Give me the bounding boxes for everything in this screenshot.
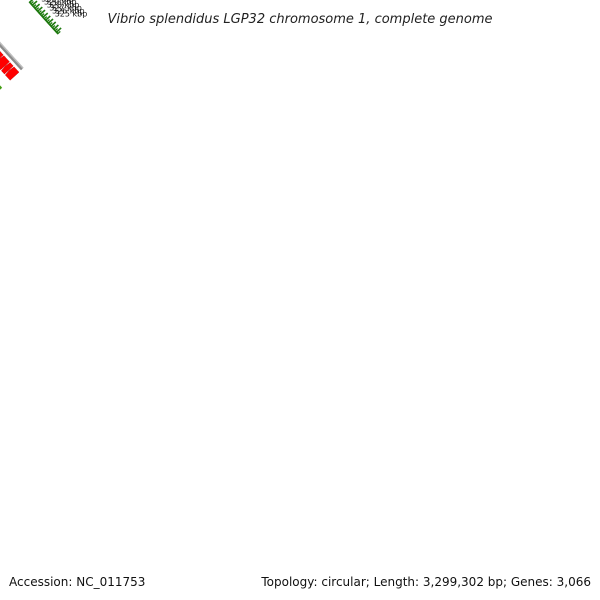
gene-track — [0, 85, 3, 90]
backbone-line-light — [0, 41, 24, 70]
backbone-line — [0, 43, 23, 71]
kbp-label: 329 kbp — [44, 0, 77, 7]
kbp-label: 326 kbp — [52, 7, 85, 16]
kbp-label: 330 kbp — [41, 0, 74, 4]
genome-summary: Topology: circular; Length: 3,299,302 bp… — [260, 575, 591, 589]
cds-feature — [0, 55, 10, 71]
kbp-label: 328 kbp — [47, 1, 80, 10]
kbp-label: 325 kbp — [55, 10, 88, 19]
cds-feature — [1, 62, 14, 75]
cds-feature — [0, 50, 4, 59]
gene-feature — [0, 85, 3, 90]
tick-marks — [28, 0, 62, 35]
kbp-label: 327 kbp — [49, 4, 82, 13]
kbp-label: 331 kbp — [39, 0, 72, 1]
accession-label: Accession: NC_011753 — [9, 575, 145, 589]
backbone-track — [0, 41, 24, 71]
cds-track — [0, 50, 20, 81]
gene-feature-shade — [0, 85, 2, 90]
inner-tick — [28, 0, 34, 4]
cds-feature — [5, 66, 20, 81]
map-title: Vibrio splendidus LGP32 chromosome 1, co… — [107, 12, 492, 27]
